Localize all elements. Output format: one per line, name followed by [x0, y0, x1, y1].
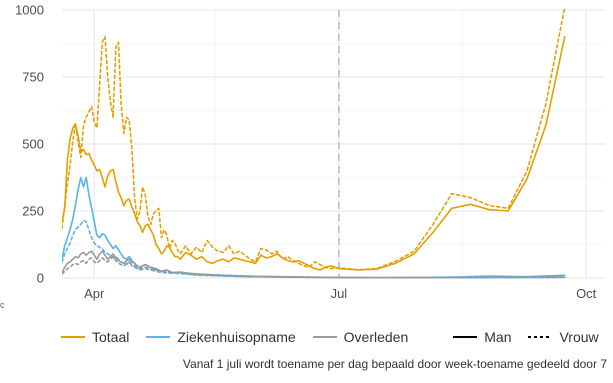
legend-item-overleden: Overleden [312, 329, 409, 345]
legend-item-vrouw: Vrouw [527, 329, 599, 345]
x-tick-label: Oct [576, 286, 597, 301]
legend: Totaal Ziekenhuisopname Overleden Man Vr… [60, 326, 600, 348]
legend-label-ziekenhuisopname: Ziekenhuisopname [177, 329, 296, 345]
y-tick-label: 250 [22, 204, 44, 219]
legend-key-totaal [61, 336, 85, 338]
legend-key-overleden [312, 336, 337, 338]
y-tick-label: 500 [22, 137, 44, 152]
x-tick-label: Jul [331, 286, 348, 301]
legend-item-ziekenhuisopname: Ziekenhuisopname [145, 329, 296, 345]
series-line-totaal-man [62, 36, 566, 271]
legend-key-ziekenhuisopname [146, 336, 171, 338]
legend-item-totaal: Totaal [60, 329, 129, 345]
legend-label-vrouw: Vrouw [559, 329, 599, 345]
legend-item-man: Man [452, 329, 511, 345]
series-line-ziekenhuisopname-vrouw [62, 219, 566, 279]
series-line-overleden-vrouw [62, 255, 566, 279]
legend-key-man [453, 336, 478, 338]
stray-mark: c [0, 300, 5, 310]
series-line-totaal-vrouw [62, 6, 566, 271]
series-line-overleden-man [62, 250, 566, 279]
series-lines [62, 6, 566, 279]
y-tick-label: 750 [22, 70, 44, 85]
legend-label-man: Man [484, 329, 512, 345]
y-tick-label: 0 [37, 271, 44, 286]
chart: 0 250 500 750 1000 Apr Jul Oct [15, 3, 605, 301]
legend-label-totaal: Totaal [92, 329, 130, 345]
x-tick-label: Apr [84, 286, 105, 301]
y-axis-tick-labels: 0 250 500 750 1000 [15, 3, 44, 286]
legend-key-vrouw [528, 336, 553, 338]
chart-caption: Vanaf 1 juli wordt toename per dag bepaa… [182, 357, 607, 371]
legend-label-overleden: Overleden [343, 329, 409, 345]
x-axis-tick-labels: Apr Jul Oct [84, 286, 597, 301]
major-gridlines [62, 9, 605, 279]
y-tick-label: 1000 [15, 3, 44, 18]
